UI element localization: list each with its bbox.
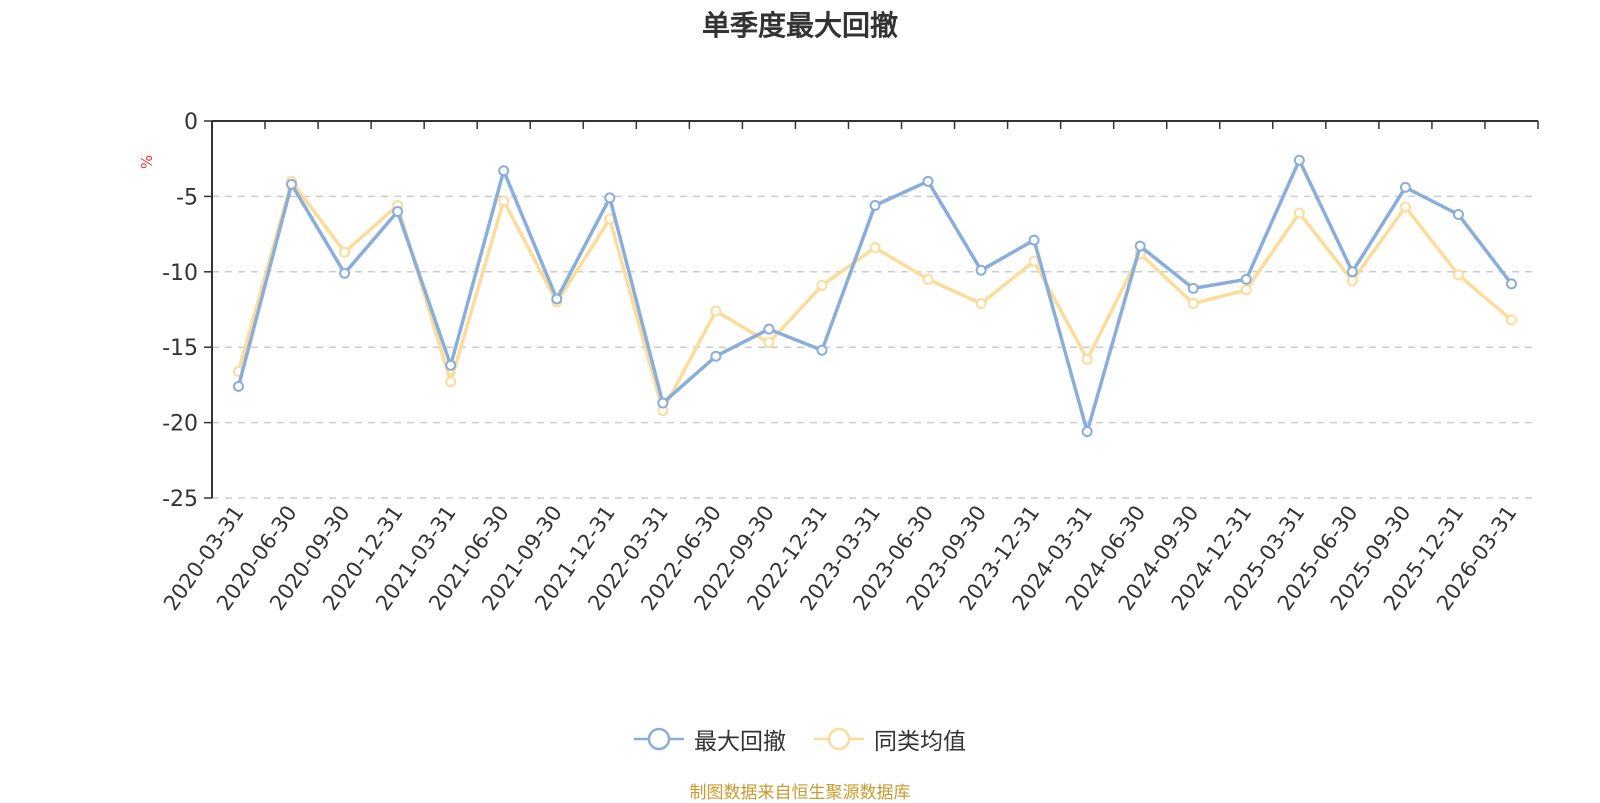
series-1-point <box>1081 426 1093 438</box>
series-1-point <box>1399 181 1411 193</box>
y-axis-unit-label: % <box>138 155 156 169</box>
series-2-point <box>710 305 722 317</box>
series-1-point <box>1240 273 1252 285</box>
chart-title: 单季度最大回撤 <box>701 9 898 42</box>
series-1-point <box>1187 282 1199 294</box>
series-2-point <box>922 273 934 285</box>
axes <box>204 120 1539 499</box>
series-2-point <box>1505 314 1517 326</box>
series-2-point <box>1081 353 1093 365</box>
series-2-line <box>236 179 1513 413</box>
series-2 <box>233 175 1517 417</box>
series-1-point <box>816 344 828 356</box>
series-2-point <box>975 297 987 309</box>
series-1-point <box>1505 278 1517 290</box>
series-1-point <box>975 264 987 276</box>
legend-label-series-1: 最大回撤 <box>694 729 786 755</box>
series-1-point <box>763 323 775 335</box>
series-2-point <box>445 376 457 388</box>
series-1 <box>233 154 1517 438</box>
source-note: 制图数据来自恒生聚源数据库 <box>689 783 911 803</box>
series-1-point <box>604 192 616 204</box>
series-1-point <box>1346 266 1358 278</box>
series-2-point <box>816 279 828 291</box>
y-tick-label: -5 <box>176 185 198 210</box>
series-2-point <box>1028 255 1040 267</box>
series-2-point <box>498 195 510 207</box>
series-1-point <box>286 178 298 190</box>
series-2-point <box>1346 275 1358 287</box>
line-chart: 0-5-10-15-20-252020-03-312020-06-302020-… <box>138 110 1539 615</box>
legend-label-series-2: 同类均值 <box>874 729 966 755</box>
series-1-point <box>233 380 245 392</box>
series-1-point <box>1293 154 1305 166</box>
y-tick-label: -20 <box>162 412 198 437</box>
y-tick-label: -25 <box>162 487 198 512</box>
series-1-point <box>551 293 563 305</box>
series-1-point <box>498 165 510 177</box>
legend-item-series-1[interactable]: 最大回撤 <box>634 722 786 756</box>
y-tick-label: -15 <box>162 336 198 361</box>
series-2-point <box>1240 284 1252 296</box>
y-tick-label: 0 <box>184 110 198 135</box>
legend-swatch-marker <box>827 727 851 751</box>
legend-swatch-series-1-icon <box>634 727 684 751</box>
series-1-point <box>657 397 669 409</box>
series-lines <box>233 154 1517 438</box>
series-1-point <box>869 199 881 211</box>
series-1-point <box>1028 234 1040 246</box>
series-1-point <box>1452 208 1464 220</box>
legend-swatch-marker <box>647 727 671 751</box>
tick-labels: 0-5-10-15-20-252020-03-312020-06-302020-… <box>159 110 1522 615</box>
series-2-point <box>1452 269 1464 281</box>
series-1-point <box>445 359 457 371</box>
series-2-point <box>763 337 775 349</box>
series-1-point <box>339 267 351 279</box>
legend: 最大回撤 同类均值 <box>0 722 1600 756</box>
series-2-point <box>1399 201 1411 213</box>
series-1-point <box>392 205 404 217</box>
legend-item-series-2[interactable]: 同类均值 <box>814 722 966 756</box>
series-1-point <box>1134 240 1146 252</box>
series-1-point <box>710 350 722 362</box>
series-2-point <box>339 246 351 258</box>
series-2-point <box>1187 297 1199 309</box>
series-2-point <box>1293 207 1305 219</box>
y-tick-label: -10 <box>162 261 198 286</box>
series-2-point <box>869 242 881 254</box>
series-1-point <box>922 175 934 187</box>
legend-swatch-series-2-icon <box>814 727 864 751</box>
